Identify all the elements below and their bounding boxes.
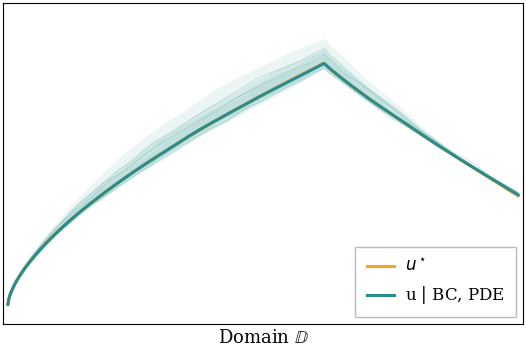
Legend: $u^\star$, u $|$ BC, PDE: $u^\star$, u $|$ BC, PDE (356, 247, 517, 317)
X-axis label: Domain $\mathbb{D}$: Domain $\mathbb{D}$ (218, 329, 308, 347)
